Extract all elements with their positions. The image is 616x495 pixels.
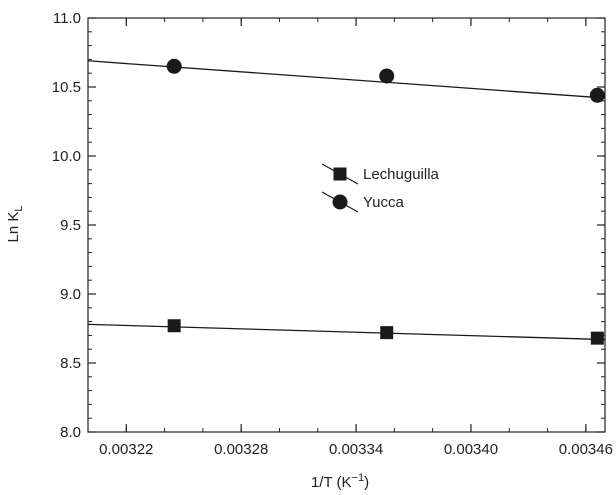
y-axis-title: Ln KL	[5, 206, 25, 243]
x-tick-label: 0.00340	[444, 441, 498, 458]
yucca-point	[166, 58, 182, 74]
x-tick-label: 0.00346	[559, 441, 613, 458]
data-series	[87, 58, 606, 345]
y-tick-label: 8.5	[60, 355, 81, 372]
y-tick-label: 10.5	[52, 79, 81, 96]
legend-yucca-label: Yucca	[363, 194, 405, 211]
lechuguilla-point	[590, 331, 604, 345]
yucca-point	[379, 68, 395, 84]
yucca-point	[589, 87, 605, 103]
lechuguilla-point	[380, 326, 394, 340]
y-tick-label: 10.0	[52, 148, 81, 165]
lechuguilla-fit-line	[87, 323, 606, 341]
x-tick-label: 0.00328	[214, 441, 268, 458]
x-axis-title: 1/T (K−1)	[311, 472, 369, 491]
legend-lechuguilla-label: Lechuguilla	[363, 166, 440, 183]
legend-yucca-marker	[332, 194, 348, 210]
plot-frame	[87, 17, 606, 433]
x-tick-label: 0.00322	[99, 441, 153, 458]
y-tick-label: 8.0	[60, 424, 81, 441]
y-tick-label: 9.0	[60, 286, 81, 303]
plot-area	[87, 17, 606, 433]
y-tick-label: 11.0	[53, 10, 81, 27]
lechuguilla-point	[167, 319, 181, 333]
axes: 0.00322 0.00328 0.00334 0.00340 0.00346 8.0 8.…	[52, 10, 613, 458]
y-tick-label: 9.5	[60, 217, 81, 234]
legend: Lechuguilla Yucca	[321, 163, 440, 213]
legend-lechuguilla-marker	[333, 167, 347, 181]
yucca-fit-line	[87, 60, 606, 99]
x-tick-label: 0.00334	[329, 441, 383, 458]
